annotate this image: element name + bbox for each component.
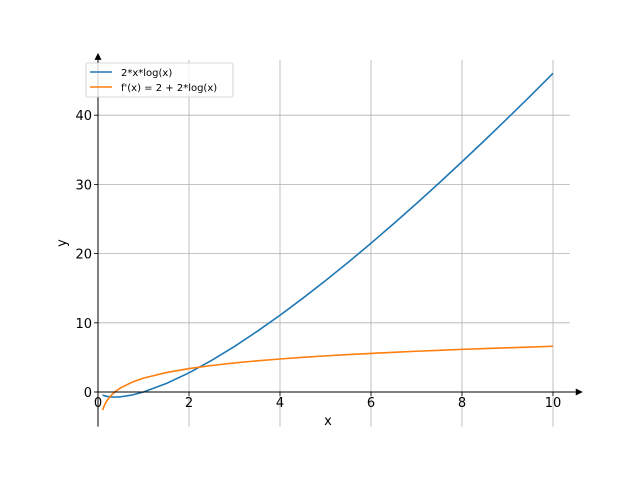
grid (95, 59, 570, 427)
legend: 2*x*log(x) f'(x) = 2 + 2*log(x) (85, 62, 234, 98)
x-tick-label: 10 (545, 396, 562, 411)
x-tick-label: 0 (94, 396, 102, 411)
x-axis-arrow (575, 388, 583, 396)
y-tick-label: 40 (75, 109, 92, 124)
y-tick-label: 0 (84, 386, 92, 401)
x-tick-label: 8 (458, 396, 466, 411)
y-tick-label: 20 (75, 248, 92, 263)
axes (94, 52, 583, 427)
y-axis-label: y (55, 239, 70, 247)
series-line-1 (102, 72, 554, 398)
legend-label-series-1: 2*x*log(x) (121, 68, 172, 79)
y-tick-label: 30 (75, 178, 92, 193)
x-tick-label: 4 (276, 396, 284, 411)
legend-frame (85, 62, 234, 98)
y-axis-arrow (94, 52, 102, 60)
tick-labels: 0 2 4 6 8 10 0 10 20 30 40 (75, 109, 561, 411)
y-tick-label: 10 (75, 317, 92, 332)
legend-label-series-2: f'(x) = 2 + 2*log(x) (121, 83, 217, 94)
series-layer (101, 72, 554, 411)
x-axis-label: x (324, 414, 332, 429)
x-tick-label: 6 (367, 396, 375, 411)
series-line-2 (101, 345, 554, 411)
x-tick-label: 2 (185, 396, 193, 411)
